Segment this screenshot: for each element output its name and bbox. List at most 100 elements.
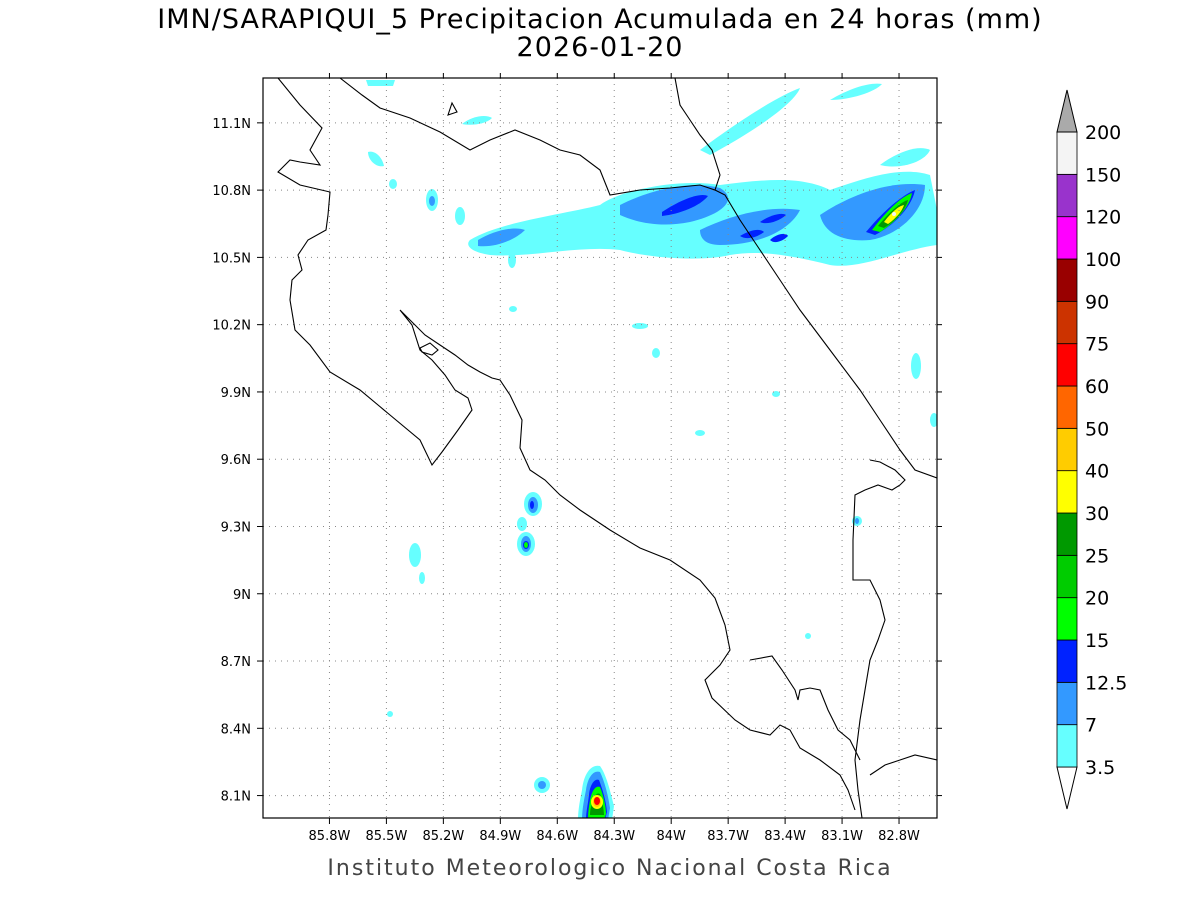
legend-label: 25 xyxy=(1085,545,1109,567)
precip-area-cyan xyxy=(695,430,705,436)
legend-swatch xyxy=(1056,427,1078,472)
precip-area-green xyxy=(524,542,528,548)
footer-credit: Instituto Meteorologico Nacional Costa R… xyxy=(327,856,893,881)
lat-tick-label: 10.5N xyxy=(212,251,251,266)
coastline-island xyxy=(419,342,439,356)
precip-area-cyan xyxy=(509,306,517,312)
precip-area-cyan xyxy=(389,179,397,189)
precip-area-cyan xyxy=(880,148,930,167)
legend-swatch xyxy=(1056,512,1078,556)
precip-area-cyan xyxy=(455,207,465,225)
legend-label: 150 xyxy=(1085,164,1121,186)
precip-area-cyan xyxy=(508,252,516,268)
coastline-island xyxy=(447,101,458,116)
precip-area-cyan xyxy=(830,83,882,100)
legend-label: 7 xyxy=(1085,715,1097,737)
lat-tick-label: 11.1N xyxy=(212,117,251,132)
precip-area-red xyxy=(594,797,600,805)
map-grid xyxy=(263,78,937,818)
legend-swatch xyxy=(1056,216,1078,260)
lon-tick-label: 83.1W xyxy=(821,829,863,844)
lon-tick-label: 84.6W xyxy=(536,829,578,844)
precip-area-cyan xyxy=(930,413,937,427)
coastline-northwest xyxy=(277,78,856,811)
coastline-southeast xyxy=(869,754,937,776)
legend-swatch xyxy=(1056,681,1078,726)
precip-area-cyan xyxy=(632,323,648,329)
precip-area-blue xyxy=(478,228,525,247)
legend-swatch xyxy=(1056,639,1078,683)
precip-area-darkblue xyxy=(770,233,788,243)
legend-label: 40 xyxy=(1085,461,1109,483)
legend-swatch xyxy=(1056,554,1078,599)
legend-label: 120 xyxy=(1085,207,1121,229)
legend-swatch xyxy=(1056,343,1078,387)
chart-date: 2026-01-20 xyxy=(516,32,684,63)
precip-area-cyan xyxy=(517,517,527,531)
lon-tick-label: 85.8W xyxy=(309,829,351,844)
color-legend: 3.5 7 12.5 15 20 25 30 40 50 60 75 90 100 120 150 200 xyxy=(1056,89,1127,810)
legend-swatch xyxy=(1056,597,1078,641)
map-frame xyxy=(262,77,938,819)
precip-area-cyan xyxy=(366,80,395,86)
map-axes: 85.8W 85.5W 85.2W 84.9W 84.6W 84.3W 84W 83.7W 83… xyxy=(212,73,942,844)
legend-label: 15 xyxy=(1085,630,1109,652)
coastline-osa xyxy=(749,655,861,761)
legend-swatch xyxy=(1056,385,1078,429)
legend-over-arrow xyxy=(1056,89,1078,133)
legend-swatch xyxy=(1056,300,1078,345)
precip-area-cyan xyxy=(387,711,393,717)
legend-label: 200 xyxy=(1085,122,1121,144)
lat-tick-label: 10.8N xyxy=(212,184,251,199)
legend-label: 20 xyxy=(1085,588,1109,610)
lon-tick-label: 85.5W xyxy=(366,829,408,844)
lat-tick-label: 9.3N xyxy=(221,520,251,535)
precip-area-cyan xyxy=(468,171,937,266)
legend-label: 75 xyxy=(1085,334,1109,356)
precip-area-blue xyxy=(855,518,859,524)
precip-area-cyan xyxy=(462,116,492,125)
lon-tick-label: 84.3W xyxy=(593,829,635,844)
lon-tick-label: 84W xyxy=(656,829,686,844)
precip-area-cyan xyxy=(409,543,421,567)
precip-area-blue xyxy=(538,781,546,789)
lon-tick-label: 83.7W xyxy=(707,829,749,844)
legend-swatch xyxy=(1056,724,1078,768)
legend-under-arrow xyxy=(1056,766,1078,810)
lat-tick-label: 9.6N xyxy=(221,453,251,468)
legend-label: 30 xyxy=(1085,503,1109,525)
lon-tick-label: 83.4W xyxy=(764,829,806,844)
legend-swatch xyxy=(1056,131,1078,175)
precip-area-white xyxy=(892,212,896,216)
precip-area-cyan xyxy=(419,572,425,584)
legend-swatch xyxy=(1056,173,1078,218)
lon-tick-label: 85.2W xyxy=(422,829,464,844)
lat-tick-label: 9.9N xyxy=(221,386,251,401)
legend-label: 60 xyxy=(1085,376,1109,398)
precip-area-cyan xyxy=(368,151,384,167)
legend-swatch xyxy=(1056,258,1078,302)
precip-area-blue xyxy=(429,196,435,206)
legend-label: 100 xyxy=(1085,249,1121,271)
precip-area-darkblue xyxy=(662,194,708,216)
precip-area-cyan xyxy=(772,391,780,397)
legend-label: 90 xyxy=(1085,291,1109,313)
coastline-caribbean xyxy=(714,189,937,479)
border-panama xyxy=(852,459,906,818)
legend-label: 50 xyxy=(1085,418,1109,440)
precipitation-field xyxy=(366,80,937,818)
legend-label: 3.5 xyxy=(1085,757,1115,779)
lon-tick-label: 84.9W xyxy=(479,829,521,844)
precip-area-darkblue xyxy=(530,501,534,509)
lat-tick-label: 8.4N xyxy=(221,722,251,737)
lat-tick-label: 10.2N xyxy=(212,319,251,334)
precip-area-cyan xyxy=(652,348,660,358)
precip-area-darkblue xyxy=(760,213,786,224)
lat-tick-label: 8.7N xyxy=(221,655,251,670)
lat-tick-label: 8.1N xyxy=(221,790,251,805)
border-nicaragua xyxy=(339,78,721,196)
precip-area-cyan xyxy=(911,353,921,379)
legend-swatch xyxy=(1056,470,1078,514)
precip-area-cyan xyxy=(700,88,800,155)
